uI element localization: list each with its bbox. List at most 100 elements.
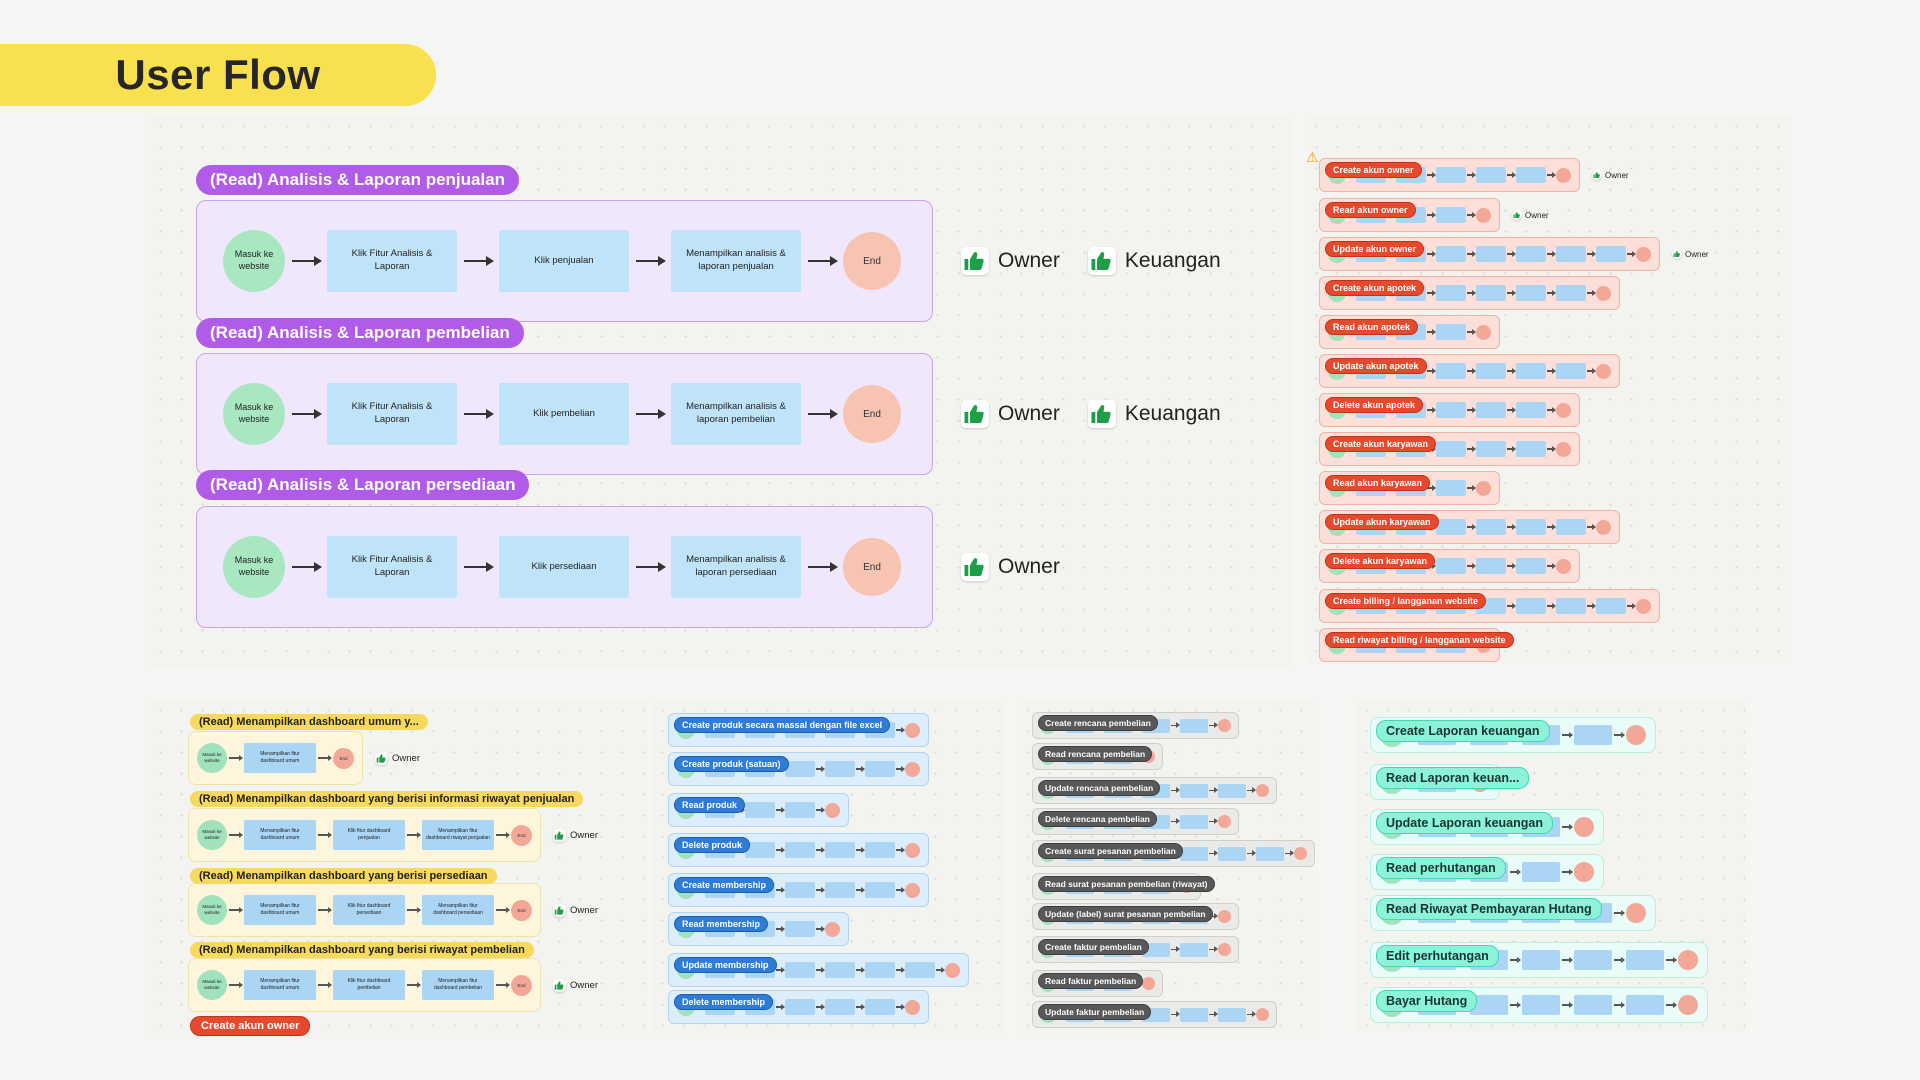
step-node[interactable]	[1556, 519, 1586, 535]
arrow-connector[interactable]	[816, 1004, 825, 1009]
step-node[interactable]	[1436, 558, 1466, 574]
approval-stamp[interactable]: Owner	[1592, 170, 1629, 180]
step-node[interactable]: Klik persediaan	[499, 536, 629, 598]
arrow-connector[interactable]	[1562, 732, 1573, 737]
flow-section-label[interactable]: (Read) Menampilkan dashboard yang berisi…	[190, 791, 584, 807]
arrow-connector[interactable]	[229, 982, 243, 987]
flow-label-pill[interactable]: Update (label) surat pesanan pembelian	[1038, 906, 1213, 922]
flow-label-pill[interactable]: Read faktur pembelian	[1038, 973, 1144, 989]
flow-label-pill[interactable]: Update membership	[674, 957, 777, 973]
arrow-connector[interactable]	[896, 967, 905, 972]
step-node[interactable]	[1574, 995, 1612, 1015]
step-node[interactable]	[1522, 995, 1560, 1015]
step-node[interactable]	[1436, 285, 1466, 301]
approval-stamp[interactable]: Owner	[961, 553, 1060, 581]
page-title[interactable]: User Flow	[0, 44, 436, 106]
arrow-connector[interactable]	[1547, 172, 1556, 177]
step-node[interactable]	[1436, 167, 1466, 183]
arrow-connector[interactable]	[1427, 407, 1436, 412]
step-node[interactable]	[1556, 285, 1586, 301]
step-node[interactable]: Klik fitur dashboard pembelian	[333, 970, 405, 1000]
flow-label-pill[interactable]: Create akun karyawan	[1325, 436, 1437, 452]
arrow-connector[interactable]	[1562, 869, 1573, 874]
flow-label-pill[interactable]: Read produk	[674, 797, 746, 813]
arrow-connector[interactable]	[1510, 1002, 1521, 1007]
step-node[interactable]: Klik fitur dashboard persediaan	[333, 895, 405, 925]
arrow-connector[interactable]	[856, 766, 865, 771]
end-node[interactable]	[1294, 847, 1307, 860]
flow-label-pill[interactable]: Create akun apotek	[1325, 280, 1425, 296]
end-node[interactable]	[1256, 784, 1269, 797]
flow-label-pill[interactable]: Read akun apotek	[1325, 319, 1419, 335]
step-node[interactable]	[1516, 285, 1546, 301]
arrow-connector[interactable]	[1507, 251, 1516, 256]
step-node[interactable]	[1626, 950, 1664, 970]
end-node[interactable]: End	[333, 747, 354, 769]
arrow-connector[interactable]	[1171, 722, 1180, 728]
arrow-connector[interactable]	[1562, 824, 1573, 829]
step-node[interactable]	[1470, 995, 1508, 1015]
arrow-connector[interactable]	[318, 755, 332, 760]
step-node[interactable]	[1476, 246, 1506, 262]
step-node[interactable]	[1476, 558, 1506, 574]
end-node[interactable]	[1218, 815, 1231, 828]
step-node[interactable]: Menampilkan fitur dashboard umum	[244, 970, 316, 1000]
flow-container[interactable]: Masuk ke website Menampilkan fitur dashbo…	[188, 808, 541, 862]
flow-label-pill[interactable]: Delete produk	[674, 837, 751, 853]
arrow-connector[interactable]	[856, 1004, 865, 1009]
step-node[interactable]	[785, 921, 815, 937]
end-node[interactable]: End	[511, 899, 532, 921]
arrow-connector[interactable]	[1467, 446, 1476, 451]
arrow-connector[interactable]	[1614, 732, 1625, 737]
flow-label-pill[interactable]: Delete rencana pembelian	[1038, 811, 1157, 827]
step-node[interactable]	[1476, 285, 1506, 301]
end-node[interactable]	[1142, 977, 1155, 990]
arrow-connector[interactable]	[636, 256, 666, 266]
flow-label-pill[interactable]: Create billing / langganan website	[1325, 593, 1487, 609]
step-node[interactable]	[1556, 363, 1586, 379]
step-node[interactable]	[745, 802, 775, 818]
step-node[interactable]	[1516, 519, 1546, 535]
arrow-connector[interactable]	[816, 847, 825, 852]
step-node[interactable]	[1476, 167, 1506, 183]
arrow-connector[interactable]	[1467, 485, 1476, 490]
step-node[interactable]	[785, 802, 815, 818]
flow-label-pill[interactable]: Read rencana pembelian	[1038, 746, 1153, 762]
arrow-connector[interactable]	[1247, 787, 1256, 793]
step-node[interactable]	[825, 842, 855, 858]
step-node[interactable]	[1436, 363, 1466, 379]
step-node[interactable]	[1436, 324, 1466, 340]
arrow-connector[interactable]	[808, 256, 838, 266]
step-node[interactable]	[1436, 519, 1466, 535]
step-node[interactable]	[1626, 995, 1664, 1015]
arrow-connector[interactable]	[496, 832, 510, 837]
step-node[interactable]	[1522, 950, 1560, 970]
step-node[interactable]: Klik fitur dashboard penjualan	[333, 820, 405, 850]
flow-label-pill[interactable]: Delete akun apotek	[1325, 397, 1424, 413]
arrow-connector[interactable]	[1247, 850, 1256, 856]
step-node[interactable]	[1476, 402, 1506, 418]
end-node[interactable]	[1678, 950, 1698, 970]
flow-label-pill[interactable]: Read perhutangan	[1376, 857, 1506, 879]
step-node[interactable]: Menampilkan fitur dashboard umum	[244, 895, 316, 925]
flow-label-pill[interactable]: Create faktur pembelian	[1038, 939, 1149, 955]
flow-container[interactable]: Masuk ke website Menampilkan fitur dashbo…	[188, 883, 541, 937]
arrow-connector[interactable]	[1427, 329, 1436, 334]
approval-stamp[interactable]: Owner	[1512, 210, 1549, 220]
end-node[interactable]	[945, 962, 960, 978]
step-node[interactable]	[1476, 519, 1506, 535]
arrow-connector[interactable]	[1614, 957, 1625, 962]
arrow-connector[interactable]	[1427, 290, 1436, 295]
step-node[interactable]	[1516, 363, 1546, 379]
end-node[interactable]	[905, 722, 920, 738]
step-node[interactable]	[865, 962, 895, 978]
arrow-connector[interactable]	[1666, 957, 1677, 962]
step-node[interactable]: Klik penjualan	[499, 230, 629, 292]
arrow-connector[interactable]	[1507, 446, 1516, 451]
flow-label-pill[interactable]: Read riwayat billing / langganan website	[1325, 632, 1514, 648]
approval-stamp[interactable]: Keuangan	[1087, 247, 1221, 275]
arrow-connector[interactable]	[896, 847, 905, 852]
flow-section-label[interactable]: (Read) Menampilkan dashboard yang berisi…	[190, 942, 534, 958]
arrow-connector[interactable]	[776, 807, 785, 812]
step-node[interactable]	[1476, 441, 1506, 457]
